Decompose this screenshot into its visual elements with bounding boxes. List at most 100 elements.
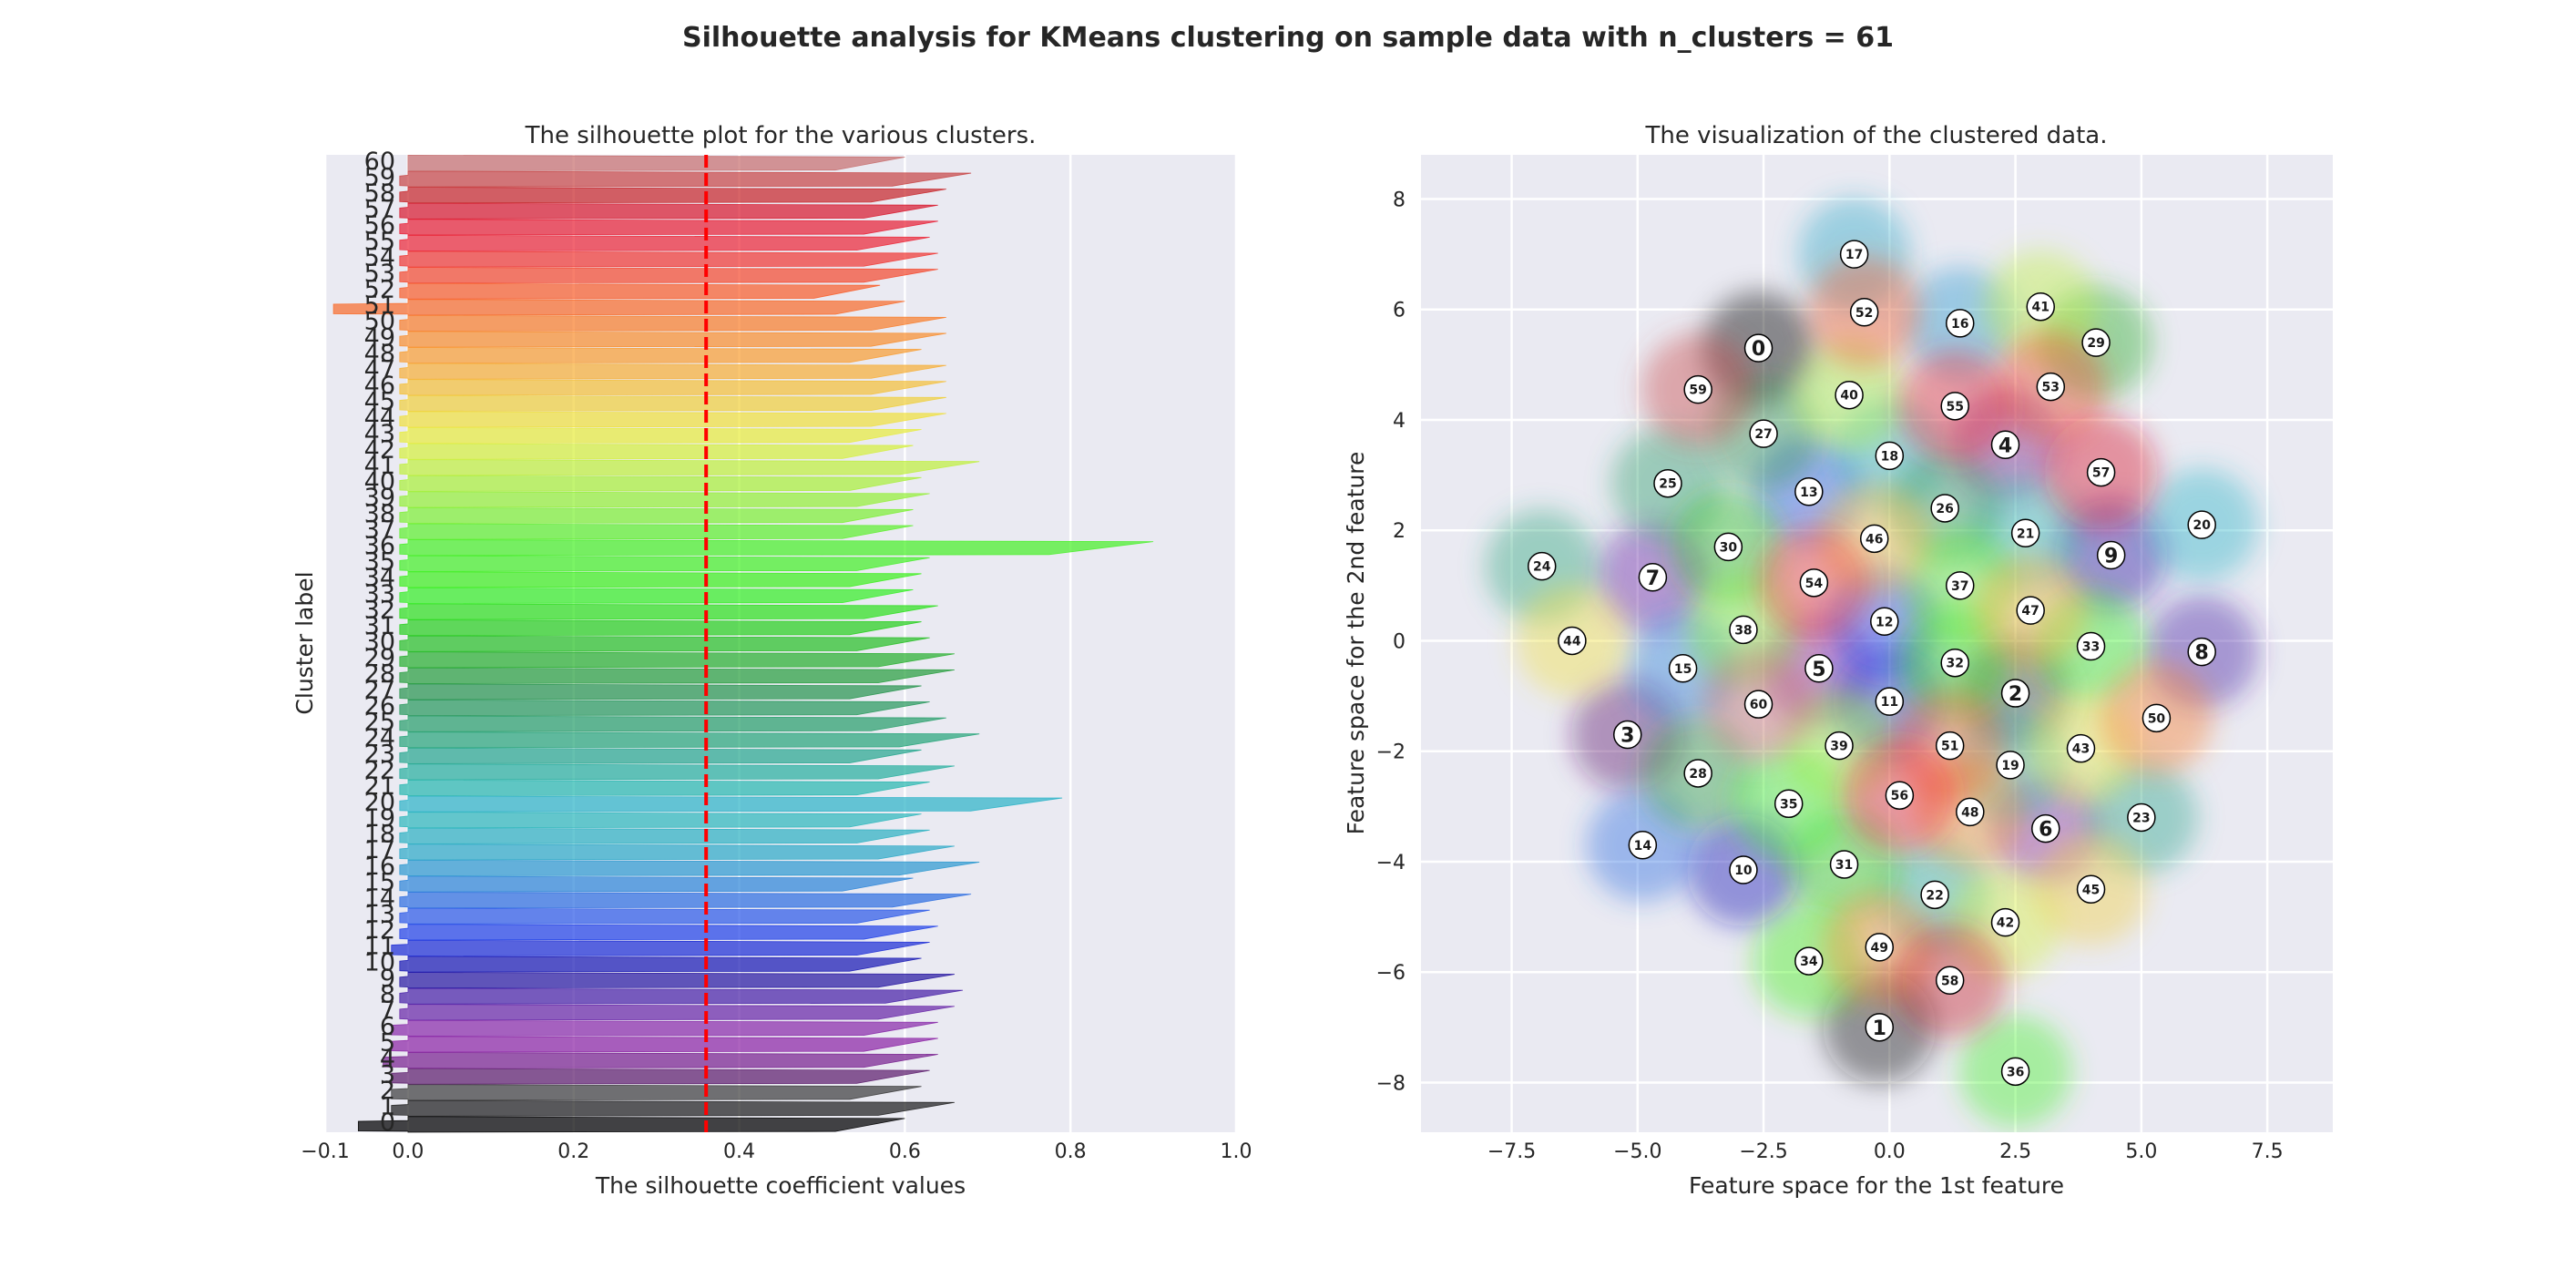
silhouette-cluster-label: 49 bbox=[364, 323, 395, 352]
cluster-center-marker: 18 bbox=[1875, 441, 1905, 471]
silhouette-bar bbox=[399, 523, 914, 540]
silhouette-bar bbox=[399, 715, 946, 732]
cluster-center-label: 2 bbox=[2009, 683, 2022, 706]
silhouette-bar bbox=[391, 1036, 938, 1053]
cluster-center-circle bbox=[2031, 813, 2060, 843]
cluster-center-circle bbox=[1935, 731, 1965, 761]
silhouette-bar bbox=[399, 475, 922, 492]
silhouette-bar bbox=[399, 843, 955, 861]
cluster-center-marker: 47 bbox=[2016, 596, 2045, 625]
silhouette-bar bbox=[399, 170, 972, 188]
silhouette-bar bbox=[399, 731, 980, 749]
silhouette-cluster-label: 7 bbox=[380, 997, 395, 1025]
scatter-x-tick-label: −2.5 bbox=[1739, 1140, 1787, 1163]
silhouette-bar bbox=[399, 219, 938, 236]
cluster-center-circle bbox=[1527, 551, 1557, 581]
silhouette-cluster-label: 26 bbox=[364, 692, 395, 721]
cluster-center-label: 17 bbox=[1845, 248, 1863, 262]
cluster-center-label: 26 bbox=[1936, 502, 1953, 516]
cluster-center-label: 52 bbox=[1855, 306, 1873, 321]
silhouette-cluster-label: 48 bbox=[364, 340, 395, 368]
silhouette-cluster-label: 15 bbox=[364, 868, 395, 896]
cluster-center-marker: 53 bbox=[2036, 372, 2066, 402]
cluster-center-marker: 3 bbox=[1612, 720, 1642, 750]
cluster-center-label: 18 bbox=[1881, 449, 1898, 464]
silhouette-cluster-label: 37 bbox=[364, 516, 395, 544]
silhouette-bar bbox=[391, 1068, 930, 1085]
silhouette-bar bbox=[399, 571, 922, 588]
cluster-center-marker: 15 bbox=[1668, 654, 1698, 683]
cluster-center-marker: 23 bbox=[2127, 802, 2156, 833]
silhouette-cluster-label: 1 bbox=[380, 1093, 395, 1121]
cluster-center-circle bbox=[2010, 518, 2040, 548]
cluster-center-circle bbox=[2016, 596, 2045, 625]
cluster-center-marker: 52 bbox=[1849, 298, 1879, 327]
cluster-center-marker: 30 bbox=[1713, 532, 1743, 562]
cluster-center-circle bbox=[1829, 850, 1859, 879]
scatter-y-tick-label: −8 bbox=[1376, 1072, 1406, 1095]
cluster-center-circle bbox=[2127, 802, 2156, 833]
cluster-center-marker: 46 bbox=[1859, 524, 1889, 554]
cluster-center-marker: 10 bbox=[1729, 855, 1758, 884]
cluster-center-circle bbox=[1849, 298, 1879, 327]
cluster-center-circle bbox=[1799, 568, 1829, 598]
cluster-center-circle bbox=[1729, 855, 1758, 884]
cluster-center-circle bbox=[1804, 654, 1834, 683]
silhouette-bar bbox=[399, 282, 881, 300]
silhouette-cluster-label: 33 bbox=[364, 580, 395, 608]
scatter-x-tick-label: −5.0 bbox=[1613, 1140, 1661, 1163]
cluster-center-label: 34 bbox=[1800, 955, 1818, 969]
silhouette-cluster-label: 58 bbox=[364, 179, 395, 208]
cluster-center-marker: 54 bbox=[1799, 568, 1829, 598]
silhouette-bar bbox=[399, 795, 1063, 813]
cluster-center-circle bbox=[1996, 751, 2025, 780]
cluster-center-label: 58 bbox=[1941, 974, 1958, 988]
silhouette-x-tick-label: 0.4 bbox=[723, 1140, 755, 1163]
cluster-center-marker: 6 bbox=[2031, 813, 2060, 843]
cluster-center-circle bbox=[1794, 477, 1824, 506]
silhouette-cluster-label: 5 bbox=[380, 1028, 395, 1057]
silhouette-bar bbox=[399, 635, 930, 652]
cluster-centers: 0123456789101112131415161718192021222324… bbox=[1527, 240, 2216, 1087]
cluster-center-marker: 51 bbox=[1935, 731, 1965, 761]
silhouette-cluster-label: 6 bbox=[380, 1013, 395, 1041]
silhouette-bar bbox=[399, 443, 914, 460]
silhouette-bar bbox=[399, 683, 922, 700]
cluster-center-marker: 48 bbox=[1956, 797, 1985, 827]
silhouette-cluster-label: 3 bbox=[380, 1060, 395, 1089]
cluster-center-marker: 38 bbox=[1729, 615, 1758, 645]
cluster-center-label: 35 bbox=[1780, 797, 1797, 812]
silhouette-bar bbox=[357, 1116, 905, 1133]
cluster-center-circle bbox=[1749, 419, 1778, 448]
scatter-x-tick-label: 5.0 bbox=[2125, 1140, 2157, 1163]
silhouette-bar bbox=[391, 1084, 922, 1101]
silhouette-bar bbox=[399, 651, 955, 669]
silhouette-bar bbox=[399, 667, 955, 684]
cluster-center-label: 36 bbox=[2007, 1065, 2024, 1079]
cluster-center-label: 49 bbox=[1871, 941, 1888, 956]
cluster-center-label: 21 bbox=[2017, 526, 2034, 541]
silhouette-x-tick-label: 0.2 bbox=[557, 1140, 589, 1163]
cluster-center-circle bbox=[1920, 880, 1949, 910]
cluster-center-label: 25 bbox=[1659, 477, 1676, 492]
cluster-center-marker: 5 bbox=[1804, 654, 1834, 683]
silhouette-cluster-label: 54 bbox=[364, 243, 395, 271]
cluster-center-marker: 4 bbox=[1990, 430, 2020, 460]
cluster-center-label: 39 bbox=[1830, 740, 1847, 754]
silhouette-cluster-label: 44 bbox=[364, 404, 395, 432]
silhouette-cluster-label: 0 bbox=[380, 1109, 395, 1137]
silhouette-x-axis-label: The silhouette coefficient values bbox=[595, 1172, 966, 1199]
silhouette-bar bbox=[399, 987, 964, 1005]
cluster-center-label: 27 bbox=[1754, 427, 1772, 442]
cluster-center-circle bbox=[1875, 441, 1905, 471]
cluster-center-label: 9 bbox=[2104, 546, 2118, 568]
cluster-center-marker: 55 bbox=[1940, 392, 1969, 421]
cluster-center-label: 44 bbox=[1563, 634, 1581, 649]
silhouette-bar bbox=[407, 154, 905, 171]
silhouette-x-ticks: −0.1 0.0 0.2 0.4 0.6 0.8 1.0 bbox=[301, 1140, 1252, 1163]
silhouette-chart: 0123456789101112131415161718192021222324… bbox=[291, 122, 1252, 1199]
cluster-center-label: 3 bbox=[1620, 725, 1634, 748]
cluster-center-circle bbox=[1653, 468, 1682, 498]
silhouette-cluster-label: 52 bbox=[364, 276, 395, 304]
cluster-center-label: 6 bbox=[2039, 819, 2052, 842]
